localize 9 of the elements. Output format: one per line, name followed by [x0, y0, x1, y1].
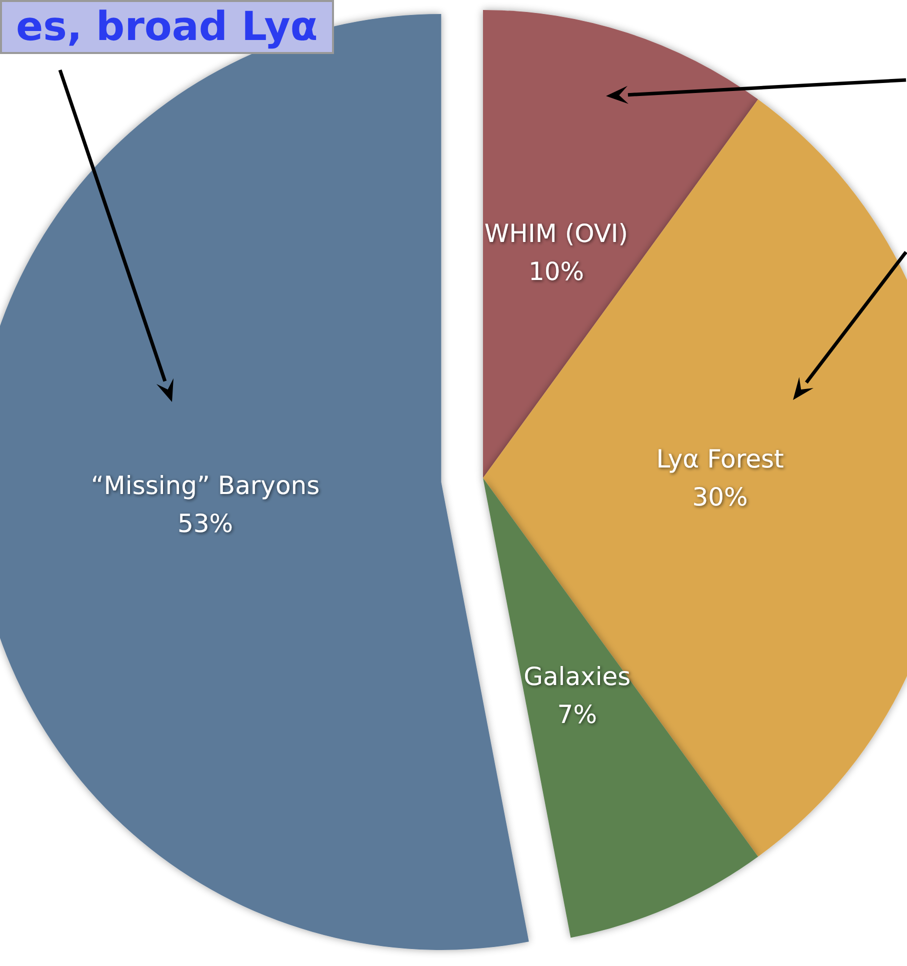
slice-label: WHIM (OVI)	[484, 219, 628, 248]
text: es, broad Lyα	[0, 0, 334, 54]
slice-label: Galaxies	[524, 662, 631, 692]
data-label: 53%	[177, 508, 234, 538]
data-label: 30%	[692, 482, 748, 512]
slice-label: “Missing” Baryons	[90, 470, 320, 500]
slice-label: Lyα Forest	[656, 444, 784, 474]
data-label: 10%	[528, 257, 584, 286]
data-label: 7%	[557, 700, 597, 730]
